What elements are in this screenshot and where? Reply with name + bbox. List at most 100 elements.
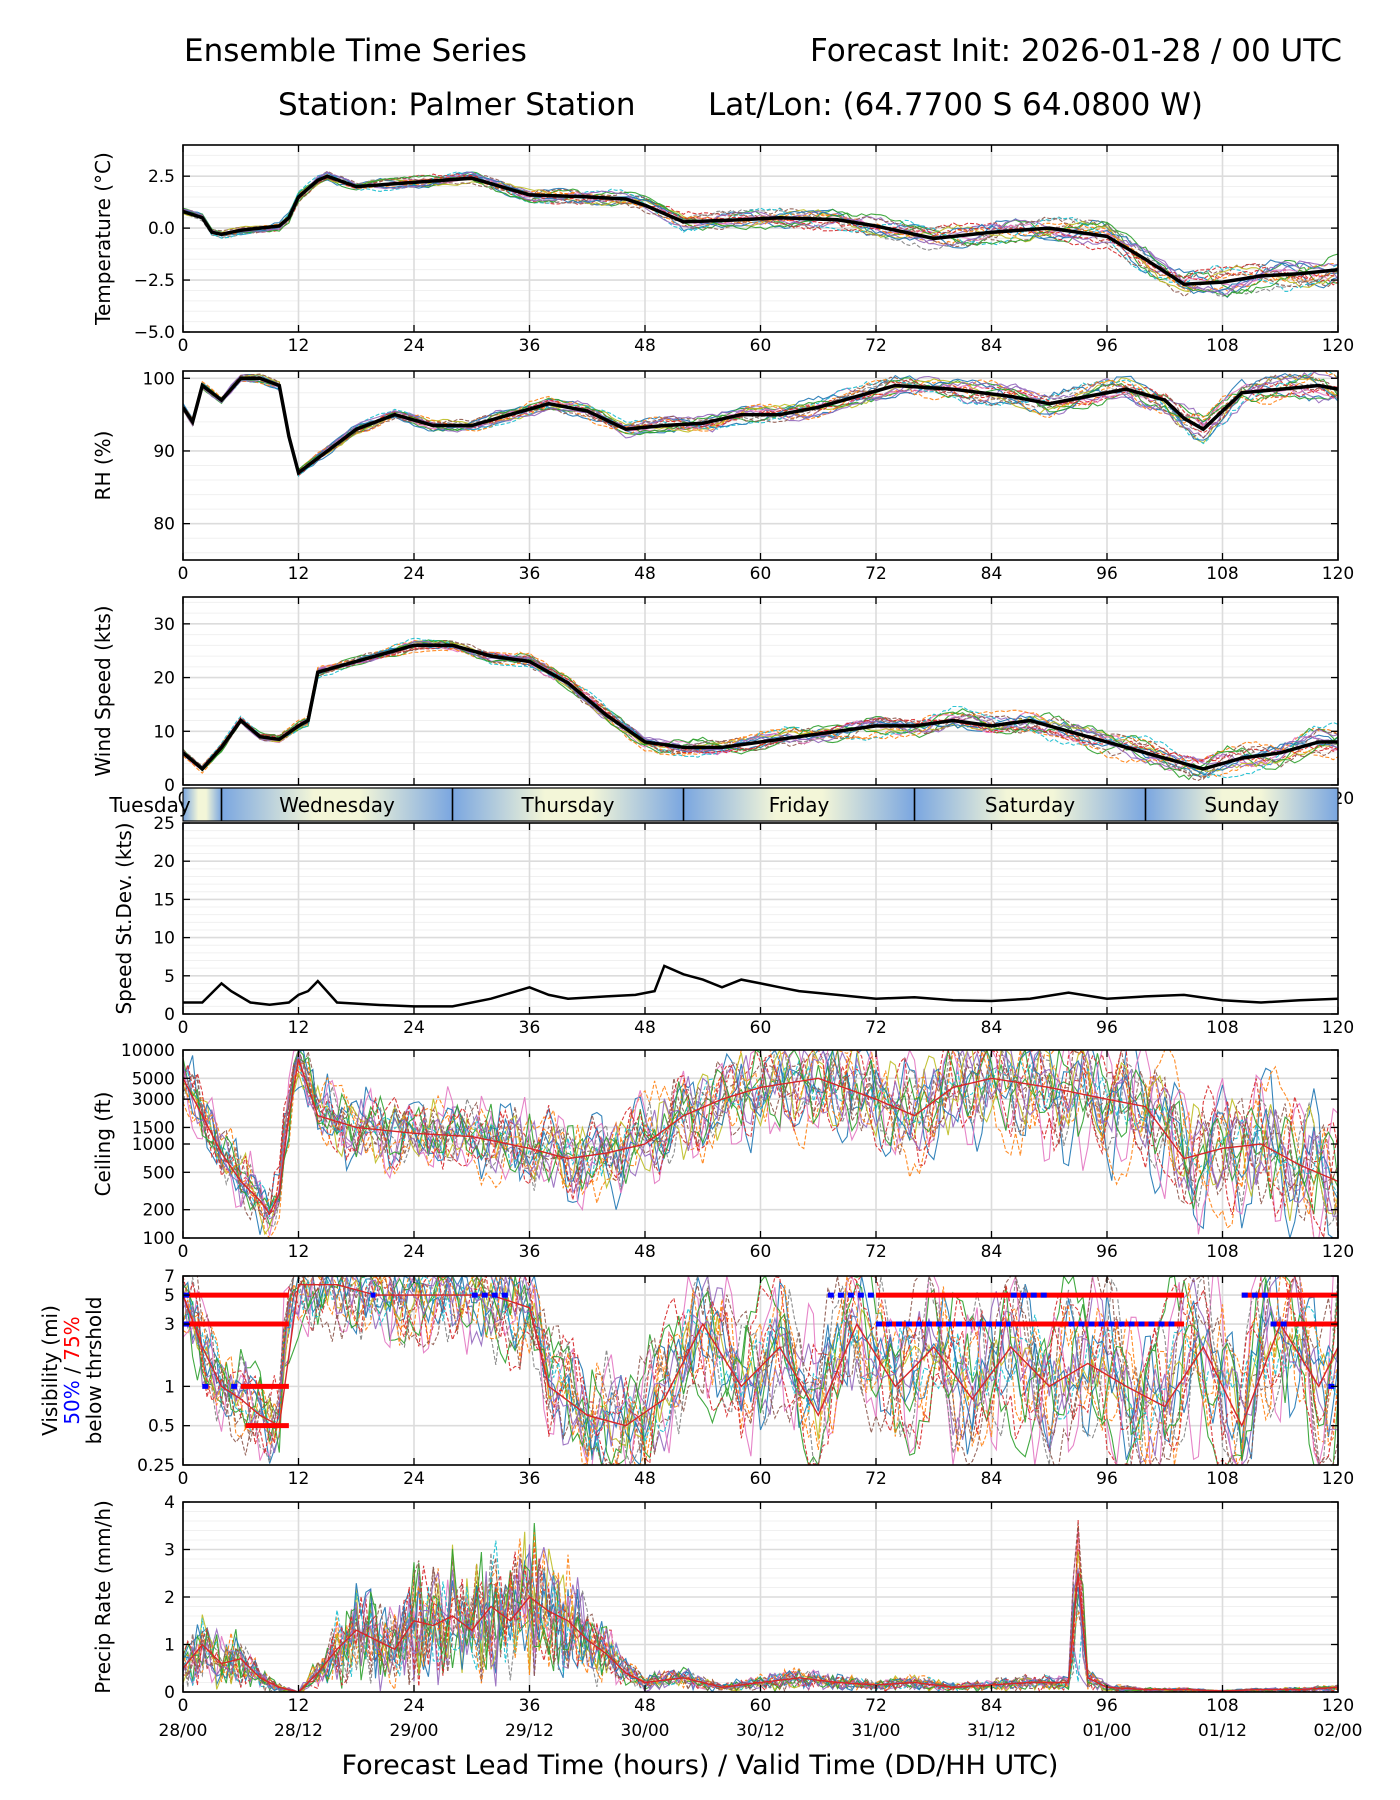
x-tick-label: 120 (1322, 1469, 1354, 1489)
legend-50-percent: 50% (60, 1380, 84, 1424)
y-tick-label: 500 (143, 1163, 175, 1183)
x-tick-label: 24 (403, 1696, 425, 1716)
x-tick-label: 48 (634, 1469, 656, 1489)
y-tick-label: 0 (164, 1683, 175, 1703)
x-tick-label: 72 (865, 336, 887, 356)
member-line (183, 1050, 1338, 1217)
x-tick-label: 84 (981, 336, 1003, 356)
x-tick-label: 108 (1206, 1696, 1238, 1716)
member-line (183, 1276, 1338, 1465)
member-line (183, 376, 1338, 477)
y-tick-label: 1500 (132, 1118, 175, 1138)
member-line (183, 373, 1338, 472)
x-tick-label: 0 (178, 336, 189, 356)
y-tick-label: 7 (164, 1267, 175, 1287)
x-tick-label: 36 (519, 336, 541, 356)
y-axis-label: Speed St.Dev. (kts) (112, 822, 136, 1014)
y-tick-label: 100 (143, 369, 175, 389)
x-tick-label: 0 (178, 564, 189, 584)
member-line (183, 1283, 1338, 1428)
x-tick-label: 0 (178, 1696, 189, 1716)
panel-2: 012243648607284961081200102030Wind Speed… (91, 596, 1354, 809)
x-tick-label: 72 (865, 1469, 887, 1489)
member-line (183, 1276, 1338, 1461)
valid-time-label: 29/00 (390, 1721, 439, 1741)
y-tick-label: 3 (164, 1315, 175, 1335)
x-tick-label: 84 (981, 1696, 1003, 1716)
x-tick-label: 60 (750, 1242, 772, 1262)
y-tick-label: 80 (153, 515, 175, 535)
y-tick-label: 3 (164, 1541, 175, 1561)
y-axis-label: Precip Rate (mm/h) (91, 1500, 115, 1694)
day-label: Saturday (985, 793, 1075, 817)
y-tick-label: −2.5 (134, 271, 175, 291)
panel-5: 0 12 24 36 48 60 72 84 96 108 120 0.25 0.5 1 3 57 Visibi… (38, 1267, 1354, 1489)
x-tick-label: 72 (865, 1696, 887, 1716)
member-line (183, 1573, 1338, 1692)
panel-1: 0 12 24 36 48 60 72 84 96 108 120 80 90 100 RH (%) (91, 369, 1354, 584)
valid-time-label: 30/12 (736, 1721, 785, 1741)
member-line (183, 640, 1338, 768)
y-tick-label: 30 (153, 615, 175, 635)
y-tick-label: 25 (153, 814, 175, 834)
x-tick-label: 48 (634, 564, 656, 584)
y-tick-label: 0 (164, 776, 175, 796)
x-tick-label: 12 (288, 1242, 310, 1262)
panel-4: 0 12 24 36 48 60 72 84 96 108 120 100 200 500 10001500… (91, 1041, 1354, 1262)
day-strip-frame (182, 787, 1339, 822)
day-cell (683, 788, 915, 821)
y-tick-label: −5.0 (134, 323, 175, 343)
x-tick-label: 72 (865, 564, 887, 584)
x-tick-label: 36 (519, 1696, 541, 1716)
valid-time-label: 28/00 (159, 1721, 208, 1741)
member-line (183, 1050, 1338, 1238)
day-label: Tuesday (108, 793, 191, 817)
day-cell (183, 788, 222, 821)
x-tick-label: 72 (865, 1018, 887, 1038)
y-tick-label: 20 (153, 669, 175, 689)
y-axis-label: Temperature (°C) (91, 152, 115, 326)
x-tick-label: 108 (1206, 564, 1238, 584)
member-line (183, 1276, 1338, 1465)
y-tick-label: 2.5 (148, 167, 175, 187)
y-tick-label: 0 (164, 1005, 175, 1025)
y-tick-label: 10 (153, 722, 175, 742)
station-name: Station: Palmer Station (278, 87, 636, 123)
day-cell (452, 788, 684, 821)
x-tick-label: 48 (634, 1696, 656, 1716)
y-tick-label: 0.5 (148, 1417, 175, 1437)
x-tick-label: 96 (1096, 1696, 1118, 1716)
x-tick-label: 48 (634, 1018, 656, 1038)
station-latlon: Lat/Lon: (64.7700 S 64.0800 W) (708, 87, 1203, 123)
x-tick-label: 84 (981, 1242, 1003, 1262)
x-tick-label: 12 (288, 1696, 310, 1716)
day-cell (1145, 788, 1338, 821)
x-tick-label: 24 (403, 1469, 425, 1489)
y-tick-label: 200 (143, 1201, 175, 1221)
x-tick-label: 84 (981, 564, 1003, 584)
x-tick-label: 60 (750, 1469, 772, 1489)
y-tick-label: 0.0 (148, 219, 175, 239)
y-tick-label: 20 (153, 852, 175, 872)
x-tick-label: 60 (750, 1696, 772, 1716)
forecast-init: Forecast Init: 2026-01-28 / 00 UTC (810, 33, 1342, 69)
x-tick-label: 36 (519, 564, 541, 584)
x-tick-label: 24 (403, 336, 425, 356)
member-line (183, 375, 1338, 474)
x-tick-label: 96 (1096, 564, 1118, 584)
ensemble-mean-line (183, 643, 1338, 772)
day-label: Friday (769, 793, 830, 817)
member-line (183, 1276, 1338, 1465)
valid-time-label: 29/12 (505, 1721, 554, 1741)
x-tick-label: 24 (403, 564, 425, 584)
valid-time-label: 01/12 (1198, 1721, 1247, 1741)
x-tick-label: 36 (519, 1242, 541, 1262)
x-tick-label: 120 (1322, 1696, 1354, 1716)
member-line (183, 1276, 1338, 1455)
ensemble-members (183, 1276, 1338, 1465)
y-tick-label: 1 (164, 1636, 175, 1656)
x-tick-label: 120 (1322, 564, 1354, 584)
valid-time-label: 30/00 (621, 1721, 670, 1741)
x-tick-label: 84 (981, 1018, 1003, 1038)
ensemble-mean-line (183, 174, 1338, 286)
